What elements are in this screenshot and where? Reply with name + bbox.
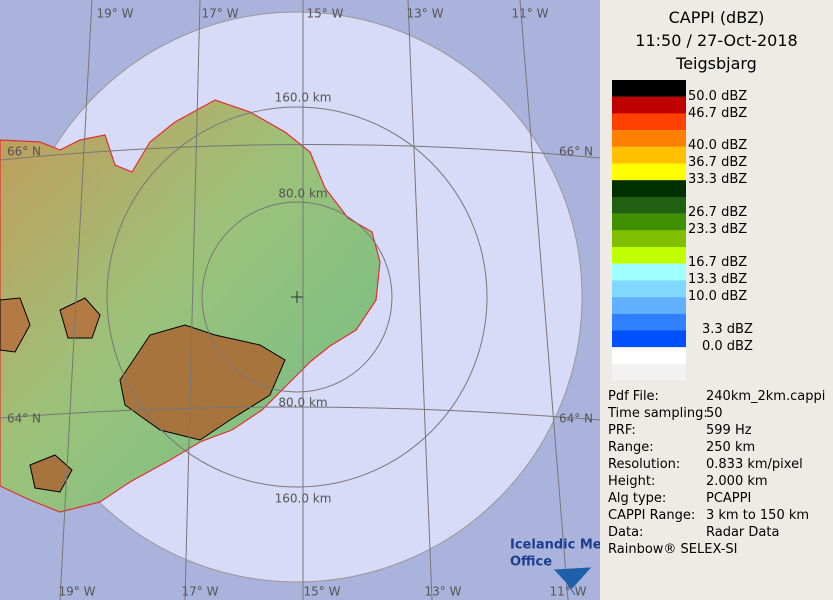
scale-label: 33.3 dBZ <box>688 172 748 187</box>
scale-swatch <box>612 146 686 164</box>
logo-text: Icelandic Met <box>510 538 600 553</box>
scale-label: 46.7 dBZ <box>688 106 748 121</box>
info-value: 240km_2km.cappi <box>706 389 826 404</box>
scale-label: 26.7 dBZ <box>688 205 748 220</box>
lon-label: 13° W <box>425 585 462 599</box>
info-key: CAPPI Range: <box>608 508 696 523</box>
scale-swatch <box>612 247 686 264</box>
scale-swatch <box>612 213 686 231</box>
glacier <box>0 297 31 353</box>
parallels <box>0 143 600 421</box>
info-value: 50 <box>706 406 723 421</box>
glacier <box>119 324 286 441</box>
lon-label: 13° W <box>407 7 444 21</box>
ring-label: 160.0 km <box>275 492 332 506</box>
scale-swatch <box>612 263 686 281</box>
scale-swatch <box>612 297 686 314</box>
lon-label: 11° W <box>512 7 549 21</box>
footer: Rainbow® SELEX-SI <box>608 542 738 557</box>
lon-label: 19° W <box>97 7 134 21</box>
info-key: Height: <box>608 474 656 489</box>
scale-label: 50.0 dBZ <box>688 89 748 104</box>
info-value: 2.000 km <box>706 474 768 489</box>
logo-mark <box>553 567 592 596</box>
ring-label: 80.0 km <box>278 187 327 201</box>
scale-swatch <box>612 230 686 248</box>
info-key: Time sampling: <box>608 406 708 421</box>
scale-label: 40.0 dBZ <box>688 138 748 153</box>
range-ring <box>106 106 488 488</box>
logo-text: Office <box>510 555 552 570</box>
scale-swatch <box>612 180 686 197</box>
info-panel: CAPPI (dBZ) 11:50 / 27-Oct-2018 Teigsbja… <box>600 0 833 600</box>
info-value: 0.833 km/pixel <box>706 457 803 472</box>
ring-label: 80.0 km <box>278 396 327 410</box>
info-value: 599 Hz <box>706 423 752 438</box>
scale-swatch <box>612 130 686 147</box>
lat-label: 66° N <box>7 145 41 159</box>
lon-label: 19° W <box>59 585 96 599</box>
info-value: 250 km <box>706 440 756 455</box>
scale-swatch <box>612 313 686 331</box>
meridians <box>59 0 569 600</box>
info-value: 3 km to 150 km <box>706 508 810 523</box>
scale-swatch <box>612 330 686 348</box>
lon-label: 17° W <box>182 585 219 599</box>
lon-label: 11° W <box>550 585 587 599</box>
range-ring <box>201 201 393 393</box>
lat-label: 66° N <box>559 145 593 159</box>
scale-swatch <box>612 113 686 131</box>
scale-swatch <box>612 280 686 298</box>
info-value: PCAPPI <box>706 491 752 506</box>
lon-label: 17° W <box>202 7 239 21</box>
scale-swatch <box>612 96 686 114</box>
color-scale <box>612 80 686 381</box>
info-key: Pdf File: <box>608 389 659 404</box>
lat-label: 64° N <box>559 412 593 426</box>
info-key: Resolution: <box>608 457 681 472</box>
scale-label: 23.3 dBZ <box>688 222 748 237</box>
scale-swatch <box>612 80 686 97</box>
lon-label: 15° W <box>307 7 344 21</box>
info-key: PRF: <box>608 423 636 438</box>
lat-label: 64° N <box>7 412 41 426</box>
scale-label: 13.3 dBZ <box>688 272 748 287</box>
scale-swatch <box>612 163 686 181</box>
scale-swatch <box>612 347 686 364</box>
scale-label: 36.7 dBZ <box>688 155 748 170</box>
scale-swatch <box>612 196 686 214</box>
info-key: Alg type: <box>608 491 667 506</box>
station: Teigsbjarg <box>676 54 757 73</box>
glacier <box>59 297 101 339</box>
scale-label: 0.0 dBZ <box>702 339 753 354</box>
radar-site <box>291 291 303 303</box>
title: CAPPI (dBZ) <box>668 8 765 27</box>
radar-map: 19° W 17° W 15° W 13° W 11° W 19° W 17° … <box>0 0 600 600</box>
info-key: Data: <box>608 525 644 540</box>
scale-label: 10.0 dBZ <box>688 289 748 304</box>
scale-swatch <box>612 363 686 381</box>
lon-label: 15° W <box>304 585 341 599</box>
time: 11:50 / 27-Oct-2018 <box>635 31 798 50</box>
info-value: Radar Data <box>706 525 780 540</box>
info-key: Range: <box>608 440 654 455</box>
scale-label: 16.7 dBZ <box>688 255 748 270</box>
ring-label: 160.0 km <box>275 91 332 105</box>
scale-label: 3.3 dBZ <box>702 322 753 337</box>
